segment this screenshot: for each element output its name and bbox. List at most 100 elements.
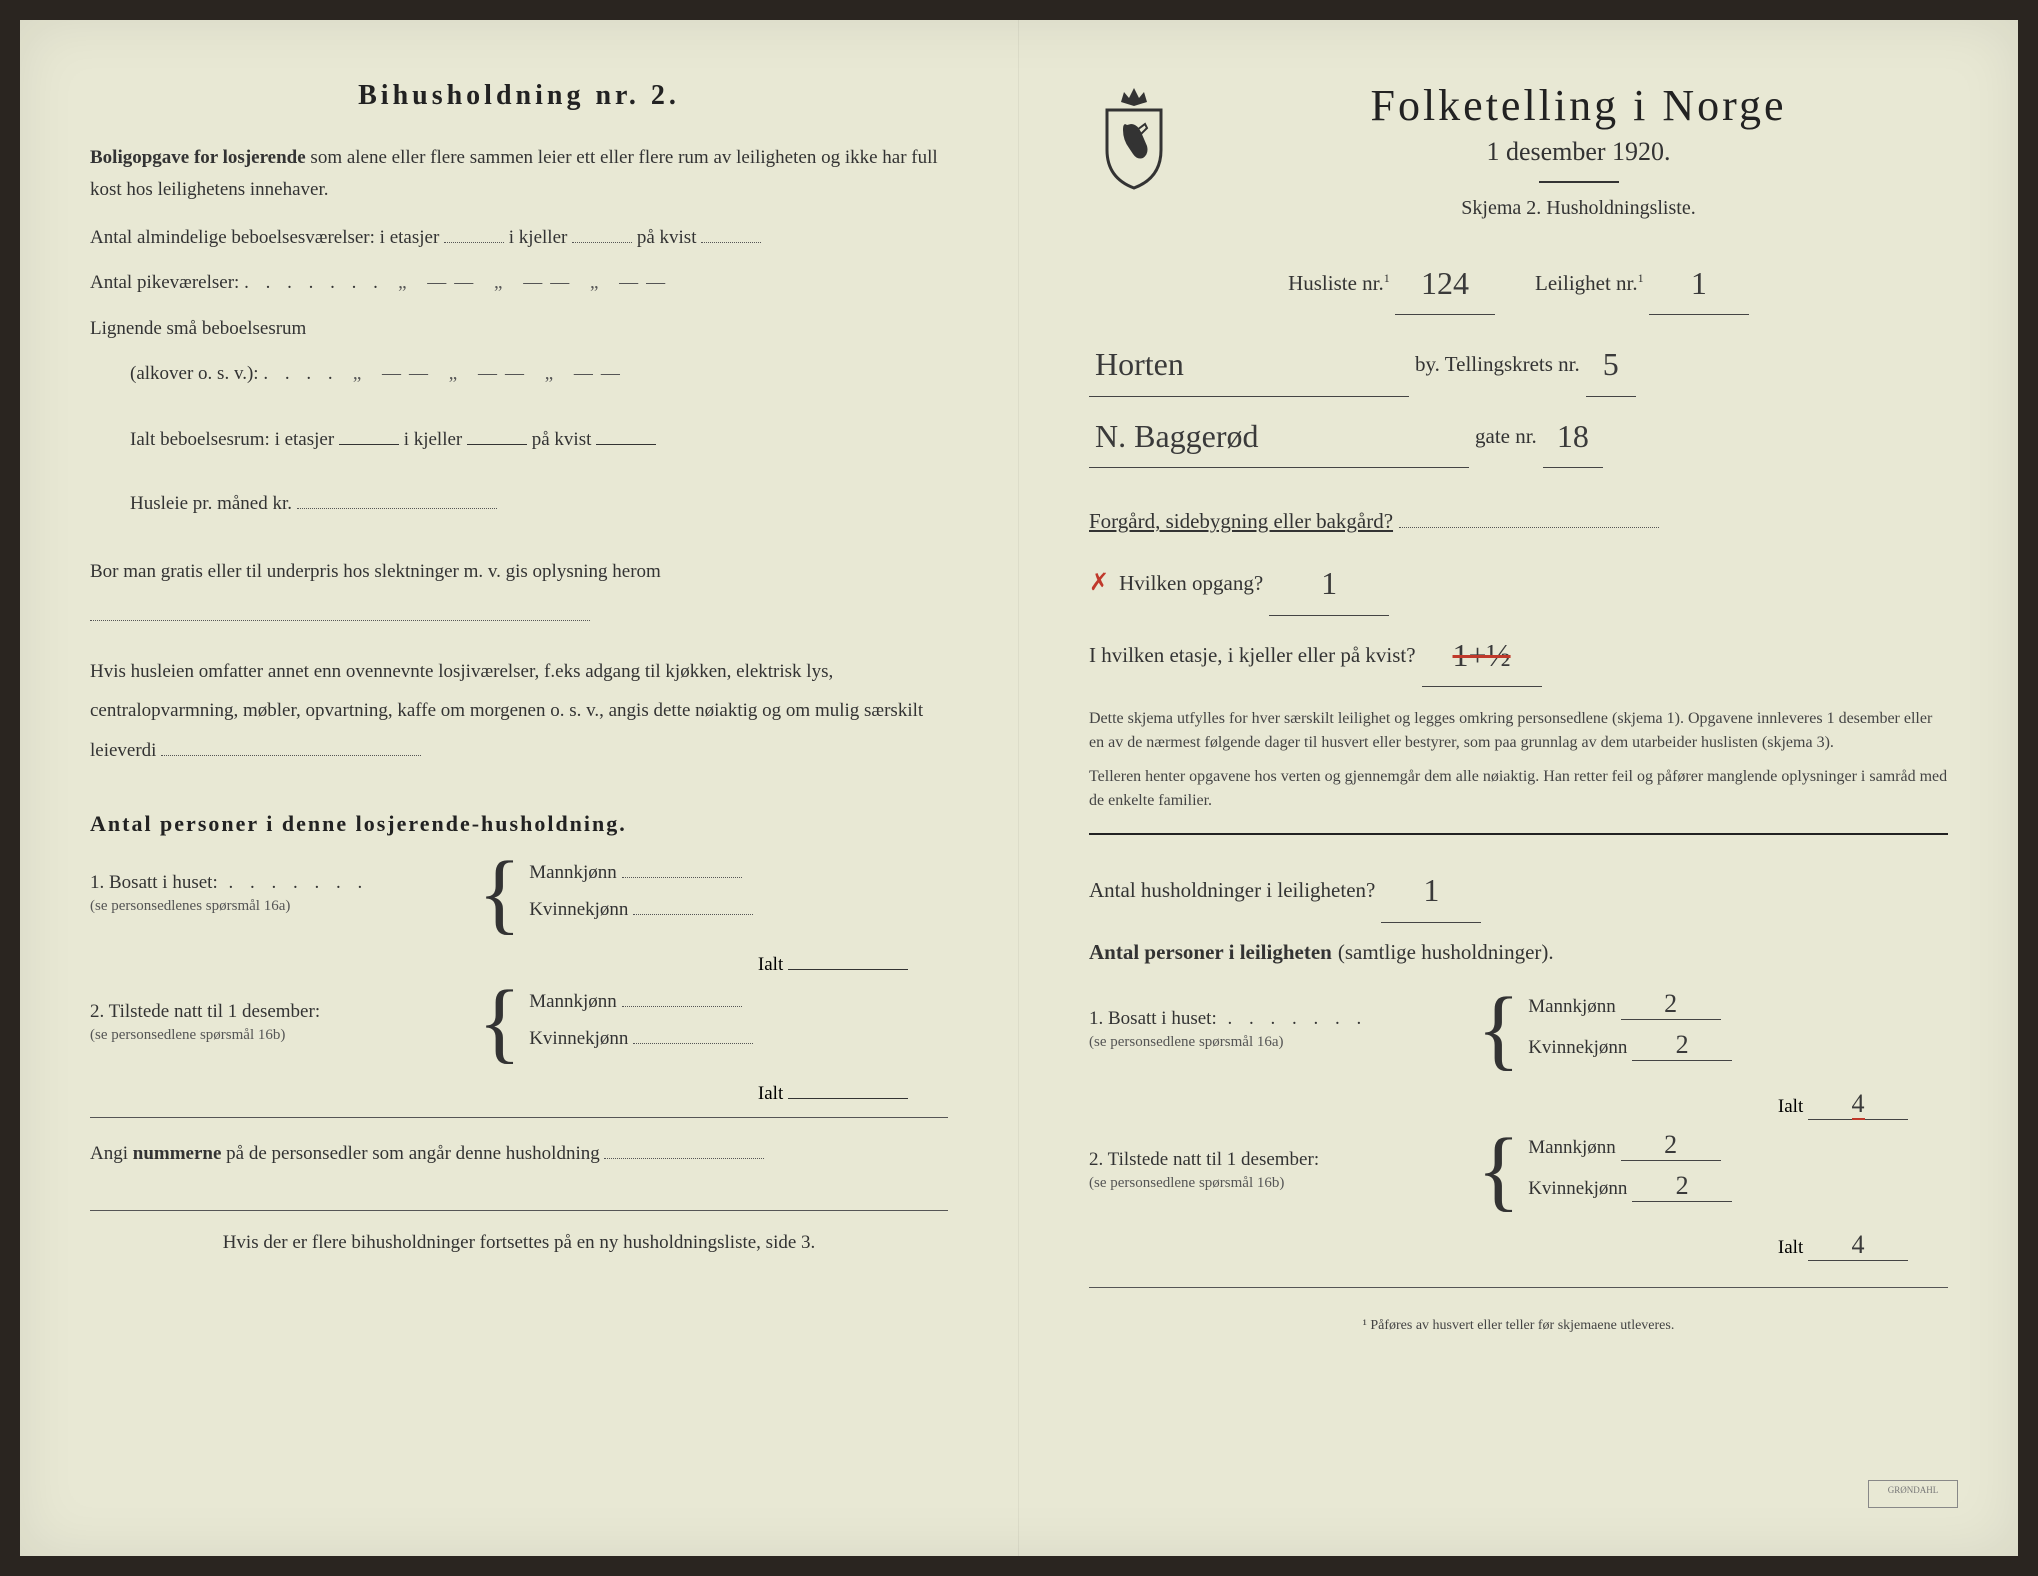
date-line: 1 desember 1920. xyxy=(1209,137,1948,167)
left-title: Bihusholdning nr. 2. xyxy=(90,80,948,112)
val-antal-hush: 1 xyxy=(1423,872,1439,908)
val-krets: 5 xyxy=(1603,346,1619,382)
label-kvinne-r2: Kvinnekjønn xyxy=(1528,1178,1627,1199)
divider2 xyxy=(90,1210,948,1211)
row-husliste: Husliste nr.1 124 Leilighet nr.1 1 xyxy=(1089,244,1948,315)
check-mark-icon: ✗ xyxy=(1089,557,1109,610)
label-kvinne-r: Kvinnekjønn xyxy=(1528,1037,1627,1058)
row-lignende: Lignende små beboelsesrum (alkover o. s.… xyxy=(90,306,948,397)
label-mann-r2: Mannkjønn xyxy=(1528,1137,1616,1158)
field-r-k1[interactable]: 2 xyxy=(1632,1030,1732,1061)
label-kjeller: i kjeller xyxy=(509,227,568,248)
field-r-k2[interactable]: 2 xyxy=(1632,1171,1732,1202)
right-q1-label: 1. Bosatt i huset: xyxy=(1089,1008,1217,1029)
field-opgang[interactable]: 1 xyxy=(1269,544,1389,615)
field-gate[interactable]: N. Baggerød xyxy=(1089,397,1469,468)
field-etasje[interactable]: 1+½ xyxy=(1422,616,1542,687)
left-q1-group: 1. Bosatt i huset: . . . . . . . (se per… xyxy=(90,857,948,931)
blank-kvist[interactable] xyxy=(701,222,761,243)
label-kjeller2: i kjeller xyxy=(404,429,463,450)
left-ialt1: Ialt xyxy=(90,949,948,976)
label-mann-r: Mannkjønn xyxy=(1528,996,1616,1017)
blank-l-i2[interactable] xyxy=(788,1078,908,1099)
field-gatenr[interactable]: 18 xyxy=(1543,397,1603,468)
blank-kjeller[interactable] xyxy=(572,222,632,243)
val-r-i1: 4 xyxy=(1852,1089,1865,1120)
field-husliste[interactable]: 124 xyxy=(1395,244,1495,315)
right-q2-sub: (se personsedlene spørsmål 16b) xyxy=(1089,1175,1284,1191)
blank-l-k2[interactable] xyxy=(633,1023,753,1044)
label-antal-hush: Antal husholdninger i leiligheten? xyxy=(1089,867,1375,913)
right-page: Folketelling i Norge 1 desember 1920. Sk… xyxy=(1019,20,2018,1556)
right-q1-values: Mannkjønn 2 Kvinnekjønn 2 xyxy=(1528,989,1948,1071)
blank-forgard[interactable] xyxy=(1399,505,1659,528)
field-krets[interactable]: 5 xyxy=(1586,325,1636,396)
label-ialt-r2: Ialt xyxy=(1778,1237,1803,1258)
label-ialt-r1: Ialt xyxy=(1778,1096,1803,1117)
left-q1-label-block: 1. Bosatt i huset: . . . . . . . (se per… xyxy=(90,872,470,916)
label-gate: gate nr. xyxy=(1475,413,1537,459)
row-antal-hush: Antal husholdninger i leiligheten? 1 xyxy=(1089,851,1948,922)
blank-hvis[interactable] xyxy=(161,735,421,756)
brace-icon: { xyxy=(1477,1135,1520,1207)
left-q2-values: Mannkjønn Kvinnekjønn xyxy=(529,986,948,1060)
row-antal-pers: Antal personer i leiligheten (samtlige h… xyxy=(1089,929,1948,975)
label-kvist2: på kvist xyxy=(532,429,592,450)
val-husliste: 124 xyxy=(1421,265,1469,301)
field-leilighet[interactable]: 1 xyxy=(1649,244,1749,315)
row-forgard: Forgård, sidebygning eller bakgård? xyxy=(1089,498,1948,544)
val-r-m2: 2 xyxy=(1664,1130,1677,1159)
left-page: Bihusholdning nr. 2. Boligopgave for los… xyxy=(20,20,1019,1556)
label-kvist: på kvist xyxy=(637,227,697,248)
val-r-k2: 2 xyxy=(1676,1171,1689,1200)
val-etasje: 1+½ xyxy=(1453,637,1511,673)
row-opgang: ✗ Hvilken opgang? 1 xyxy=(1089,544,1948,615)
label-forgard: Forgård, sidebygning eller bakgård? xyxy=(1089,498,1393,544)
left-q2-label: 2. Tilstede natt til 1 desember: xyxy=(90,1001,320,1022)
blank-l-m1[interactable] xyxy=(622,857,742,878)
blank-ialt-kv[interactable] xyxy=(596,424,656,445)
intro-bold: Boligopgave for losjerende xyxy=(90,147,306,168)
row-hvis: Hvis husleien omfatter annet enn ovennev… xyxy=(90,652,948,772)
right-ialt1: Ialt 4 xyxy=(1089,1089,1948,1120)
field-r-m1[interactable]: 2 xyxy=(1621,989,1721,1020)
left-subhead: Antal personer i denne losjerende-hushol… xyxy=(90,811,948,837)
field-antal-hush[interactable]: 1 xyxy=(1381,851,1481,922)
row-husleie: Husleie pr. måned kr. xyxy=(130,481,948,527)
divider xyxy=(90,1117,948,1118)
ditto-marks-2: „ —— „ —— „ —— xyxy=(353,363,628,384)
field-by[interactable]: Horten xyxy=(1089,325,1409,396)
row-ialt-rum: Ialt beboelsesrum: i etasjer i kjeller p… xyxy=(130,417,948,463)
blank-husleie[interactable] xyxy=(297,488,497,509)
label-mann: Mannkjønn xyxy=(529,862,617,883)
field-r-m2[interactable]: 2 xyxy=(1621,1130,1721,1161)
label-lignende2: (alkover o. s. v.): xyxy=(130,363,259,384)
label-ialt-rum: Ialt beboelsesrum: i etasjer xyxy=(130,429,334,450)
row-angi: Angi nummerne på de personsedler som ang… xyxy=(90,1138,948,1170)
blank-ialt-kj[interactable] xyxy=(467,424,527,445)
label-kvinne2: Kvinnekjønn xyxy=(529,1028,628,1049)
right-q2-label-block: 2. Tilstede natt til 1 desember: (se per… xyxy=(1089,1149,1469,1193)
row-pike: Antal pikeværelser: . . . . . . . „ —— „… xyxy=(90,260,948,306)
field-r-i1[interactable]: 4 xyxy=(1808,1089,1908,1120)
label-kvinne: Kvinnekjønn xyxy=(529,899,628,920)
blank-gratis[interactable] xyxy=(90,600,590,621)
blank-ialt-et[interactable] xyxy=(339,424,399,445)
label-opgang: Hvilken opgang? xyxy=(1119,560,1263,606)
blank-angi[interactable] xyxy=(604,1138,764,1159)
right-q1-group: 1. Bosatt i huset: . . . . . . . (se per… xyxy=(1089,989,1948,1071)
main-title: Folketelling i Norge xyxy=(1209,80,1948,131)
label-almindelige: Antal almindelige beboelsesværelser: i e… xyxy=(90,227,439,248)
left-q1-values: Mannkjønn Kvinnekjønn xyxy=(529,857,948,931)
field-r-i2[interactable]: 4 xyxy=(1808,1230,1908,1261)
blank-l-i1[interactable] xyxy=(788,949,908,970)
row-gratis: Bor man gratis eller til underpris hos s… xyxy=(90,550,948,637)
blank-l-k1[interactable] xyxy=(633,894,753,915)
val-leilighet: 1 xyxy=(1691,265,1707,301)
label-husleie: Husleie pr. måned kr. xyxy=(130,493,292,514)
blank-etasjer[interactable] xyxy=(444,222,504,243)
ditto-marks: „ —— „ —— „ —— xyxy=(398,272,673,293)
right-footnote: ¹ Påføres av husvert eller teller før sk… xyxy=(1089,1318,1948,1334)
divider3 xyxy=(1089,1287,1948,1288)
blank-l-m2[interactable] xyxy=(622,986,742,1007)
